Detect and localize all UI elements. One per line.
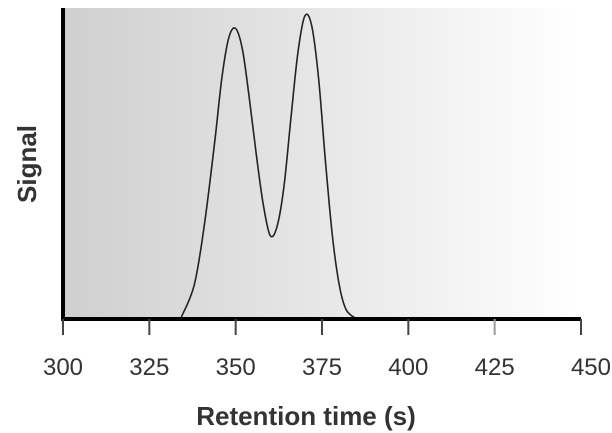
- x-tick-label: 350: [216, 354, 256, 381]
- x-tick-label: 450: [571, 354, 611, 381]
- x-tick-label: 375: [302, 354, 342, 381]
- y-axis-title: Signal: [12, 125, 42, 203]
- x-tick-label: 400: [388, 354, 428, 381]
- signal-curve: [179, 13, 358, 320]
- plot-background: [63, 8, 581, 319]
- x-tick-label: 300: [43, 354, 83, 381]
- x-tick-label: 425: [475, 354, 515, 381]
- x-tick-label: 325: [129, 354, 169, 381]
- x-axis-title: Retention time (s): [196, 401, 416, 431]
